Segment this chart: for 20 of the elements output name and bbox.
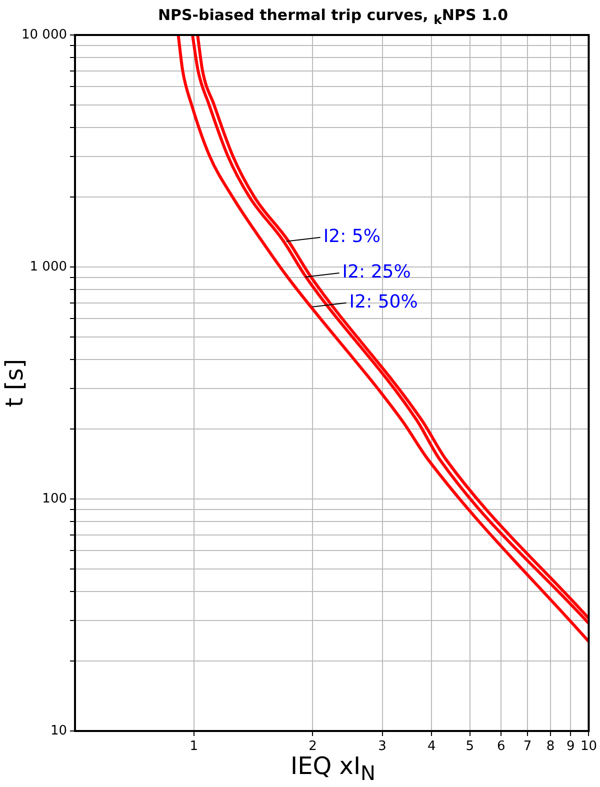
y-axis-title: t [s] (0, 358, 29, 408)
annotation: I2: 5% (323, 226, 380, 248)
x-tick-label: 7 (523, 739, 532, 754)
x-tick-label: 8 (546, 739, 555, 754)
y-tick-label: 10 000 (22, 27, 67, 42)
x-tick-label: 4 (427, 739, 436, 754)
x-tick-label: 3 (378, 739, 386, 754)
y-tick-label: 1 000 (30, 259, 67, 274)
x-tick-label: 1 (190, 739, 198, 754)
y-tick-label: 100 (42, 491, 67, 506)
y-tick-label: 10 (50, 723, 67, 738)
chart-title: NPS-biased thermal trip curves, $_{k}$NPS 1.0 (156, 6, 510, 27)
x-tick-label: 5 (466, 739, 474, 754)
annotation: I2: 50% (349, 292, 418, 313)
x-tick-label: 10 (580, 739, 597, 754)
x-tick-label: 9 (566, 739, 575, 754)
x-axis-title: IEQ xI$_{N}$ (290, 752, 376, 785)
x-tick-label: 6 (496, 739, 506, 754)
x-tick-label: 2 (308, 739, 317, 754)
annotation: I2: 25% (342, 262, 411, 283)
